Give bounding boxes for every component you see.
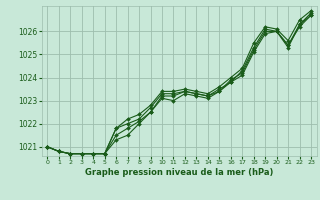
X-axis label: Graphe pression niveau de la mer (hPa): Graphe pression niveau de la mer (hPa) [85,168,273,177]
